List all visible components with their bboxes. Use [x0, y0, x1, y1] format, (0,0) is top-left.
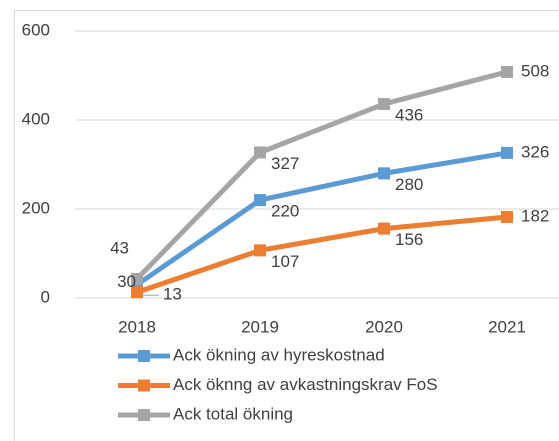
marker: [131, 286, 143, 299]
data-label: 508: [521, 61, 549, 80]
legend-label: Ack ökning av hyreskostnad: [173, 345, 385, 364]
marker: [501, 65, 513, 78]
marker: [254, 244, 266, 257]
data-label: 13: [163, 285, 182, 304]
data-label: 327: [271, 154, 299, 173]
y-tick-label: 200: [22, 198, 50, 217]
marker: [254, 146, 266, 159]
legend-marker: [138, 350, 150, 362]
series-line: [136, 214, 508, 295]
data-label: 156: [395, 230, 423, 249]
data-label: 30: [117, 272, 136, 291]
data-label: 182: [521, 206, 549, 225]
data-label: 107: [271, 252, 299, 271]
data-label: 326: [521, 142, 549, 161]
legend-marker: [138, 409, 150, 421]
marker: [378, 167, 390, 180]
y-tick-label: 400: [22, 109, 50, 128]
data-label: 436: [395, 105, 423, 124]
series-line: [135, 69, 508, 281]
marker: [254, 194, 266, 207]
x-tick-label: 2019: [241, 317, 279, 336]
marker: [501, 211, 513, 224]
data-label: 280: [395, 175, 423, 194]
data-label: 43: [110, 238, 129, 257]
data-label: 220: [271, 202, 299, 221]
y-tick-label: 600: [22, 20, 50, 39]
x-tick-label: 2018: [118, 317, 156, 336]
legend-marker: [138, 379, 150, 392]
y-tick-label: 0: [41, 287, 50, 306]
x-tick-label: 2021: [488, 317, 526, 336]
marker: [131, 272, 143, 285]
marker: [378, 222, 390, 235]
legend-label: Ack total ökning: [173, 404, 293, 423]
marker: [501, 146, 513, 159]
x-tick-label: 2020: [365, 317, 403, 336]
legend-label: Ack öknng av avkastningskrav FoS: [173, 375, 438, 394]
series-line: [135, 150, 508, 287]
marker: [378, 97, 390, 110]
